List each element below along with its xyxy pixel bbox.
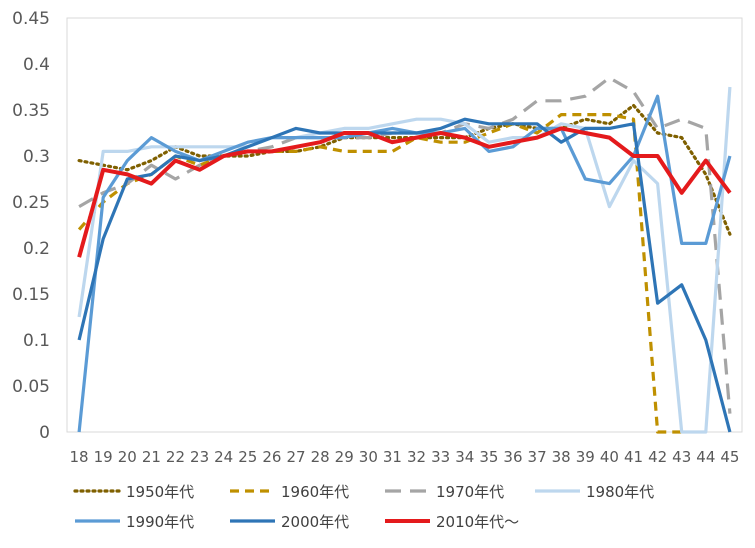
x-tick-label: 43 (672, 448, 691, 466)
y-tick-label: 0.25 (12, 193, 50, 213)
y-tick-label: 0.1 (23, 331, 50, 351)
y-tick-label: 0.4 (23, 55, 50, 75)
x-tick-label: 29 (335, 448, 354, 466)
x-tick-label: 35 (479, 448, 498, 466)
x-tick-label: 38 (552, 448, 571, 466)
x-tick-label: 32 (407, 448, 426, 466)
x-tick-label: 33 (431, 448, 450, 466)
x-tick-label: 41 (624, 448, 643, 466)
plot-area-border (66, 17, 743, 433)
x-tick-label: 39 (576, 448, 595, 466)
legend-item: 1970年代 (385, 483, 504, 501)
x-tick-label: 45 (720, 448, 739, 466)
x-tick-label: 30 (359, 448, 378, 466)
x-tick-label: 21 (142, 448, 161, 466)
x-tick-label: 18 (70, 448, 89, 466)
y-tick-label: 0.05 (12, 377, 50, 397)
y-tick-label: 0.3 (23, 147, 50, 167)
legend-item: 2000年代 (230, 513, 349, 531)
legend-label: 1960年代 (281, 483, 349, 501)
legend-item: 1960年代 (230, 483, 349, 501)
legend-label: 1950年代 (126, 483, 194, 501)
legend-label: 2000年代 (281, 513, 349, 531)
y-tick-label: 0.45 (12, 9, 50, 29)
x-tick-label: 31 (383, 448, 402, 466)
x-tick-label: 24 (214, 448, 233, 466)
legend-item: 1950年代 (73, 483, 194, 501)
series-line-2010年代～ (77, 126, 732, 258)
x-tick-label: 44 (696, 448, 715, 466)
x-tick-label: 23 (190, 448, 209, 466)
legend-label: 1980年代 (586, 483, 654, 501)
series-line-2000年代 (77, 117, 732, 433)
x-tick-label: 34 (455, 448, 474, 466)
x-tick-label: 36 (503, 448, 522, 466)
x-tick-label: 40 (600, 448, 619, 466)
series-line-1970年代 (78, 76, 732, 414)
y-tick-label: 0 (39, 423, 50, 443)
series-line-1950年代 (77, 103, 732, 236)
x-tick-label: 25 (238, 448, 257, 466)
x-tick-label: 19 (94, 448, 113, 466)
x-tick-label: 20 (118, 448, 137, 466)
y-tick-label: 0.35 (12, 101, 50, 121)
legend-label: 2010年代～ (436, 513, 519, 531)
x-tick-label: 28 (311, 448, 330, 466)
series-line-1980年代 (77, 86, 732, 434)
legend-label: 1970年代 (436, 483, 504, 501)
x-tick-label: 37 (528, 448, 547, 466)
y-tick-label: 0.15 (12, 285, 50, 305)
y-tick-label: 0.2 (23, 239, 50, 259)
legend-item: 1990年代 (75, 513, 194, 531)
legend-item: 2010年代～ (385, 513, 519, 531)
x-tick-label: 42 (648, 448, 667, 466)
series-line-1990年代 (77, 94, 732, 433)
x-tick-label: 22 (166, 448, 185, 466)
x-tick-label: 26 (262, 448, 281, 466)
legend-item: 1980年代 (535, 483, 654, 501)
x-tick-label: 27 (286, 448, 305, 466)
legend-label: 1990年代 (126, 513, 194, 531)
